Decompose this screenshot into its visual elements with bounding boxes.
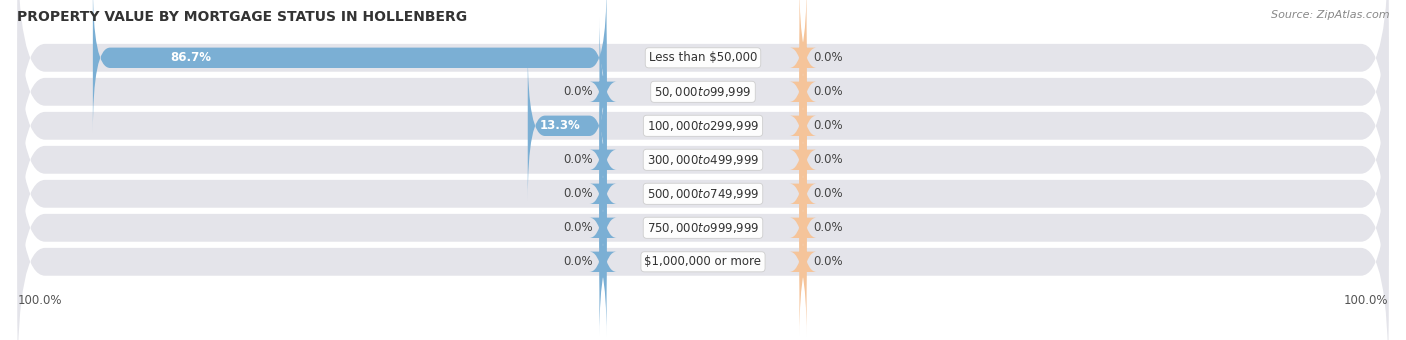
Text: 0.0%: 0.0% [562,255,592,268]
Text: 0.0%: 0.0% [814,85,844,98]
Text: 0.0%: 0.0% [814,187,844,200]
Text: 0.0%: 0.0% [562,153,592,166]
FancyBboxPatch shape [17,4,1389,248]
Text: 0.0%: 0.0% [562,85,592,98]
Text: 0.0%: 0.0% [562,221,592,234]
Text: 100.0%: 100.0% [17,294,62,307]
FancyBboxPatch shape [589,85,617,235]
Text: Source: ZipAtlas.com: Source: ZipAtlas.com [1271,10,1389,20]
Text: 100.0%: 100.0% [1344,294,1389,307]
Text: PROPERTY VALUE BY MORTGAGE STATUS IN HOLLENBERG: PROPERTY VALUE BY MORTGAGE STATUS IN HOL… [17,10,467,24]
Text: $500,000 to $749,999: $500,000 to $749,999 [647,187,759,201]
Text: 0.0%: 0.0% [814,119,844,132]
FancyBboxPatch shape [17,38,1389,282]
Text: $100,000 to $299,999: $100,000 to $299,999 [647,119,759,133]
FancyBboxPatch shape [589,119,617,269]
Text: 0.0%: 0.0% [814,221,844,234]
FancyBboxPatch shape [17,72,1389,316]
FancyBboxPatch shape [789,51,817,201]
Text: $50,000 to $99,999: $50,000 to $99,999 [654,85,752,99]
FancyBboxPatch shape [527,51,606,201]
Text: $1,000,000 or more: $1,000,000 or more [644,255,762,268]
FancyBboxPatch shape [789,0,817,133]
FancyBboxPatch shape [17,0,1389,214]
Text: 0.0%: 0.0% [562,187,592,200]
FancyBboxPatch shape [789,85,817,235]
FancyBboxPatch shape [589,17,617,167]
Text: 0.0%: 0.0% [814,153,844,166]
FancyBboxPatch shape [589,153,617,303]
FancyBboxPatch shape [17,0,1389,180]
FancyBboxPatch shape [789,187,817,337]
FancyBboxPatch shape [789,17,817,167]
Text: 0.0%: 0.0% [814,255,844,268]
FancyBboxPatch shape [17,106,1389,340]
Text: 0.0%: 0.0% [814,51,844,64]
FancyBboxPatch shape [789,119,817,269]
FancyBboxPatch shape [589,187,617,337]
FancyBboxPatch shape [17,140,1389,340]
Text: $300,000 to $499,999: $300,000 to $499,999 [647,153,759,167]
FancyBboxPatch shape [93,0,606,133]
Text: $750,000 to $999,999: $750,000 to $999,999 [647,221,759,235]
Text: 13.3%: 13.3% [540,119,581,132]
Text: 86.7%: 86.7% [170,51,211,64]
Text: Less than $50,000: Less than $50,000 [648,51,758,64]
FancyBboxPatch shape [789,153,817,303]
